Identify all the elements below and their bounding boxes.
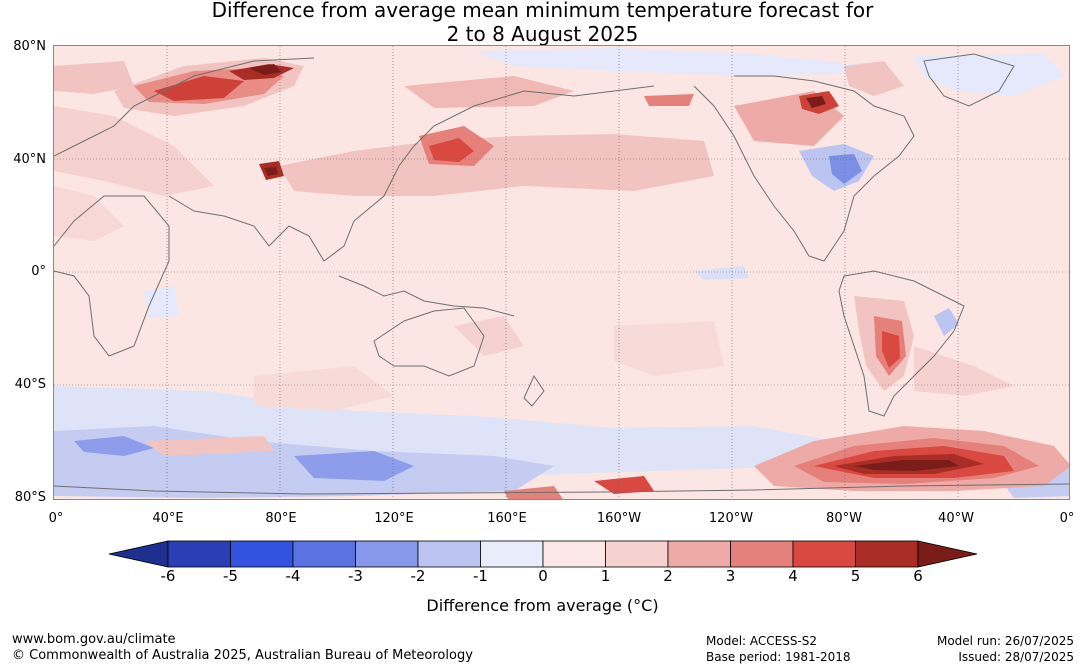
lon-label-40e: 40°E bbox=[152, 511, 184, 526]
lon-label-160e: 160°E bbox=[487, 511, 527, 526]
colorbar-tick-label: 4 bbox=[788, 567, 798, 585]
lon-label-120e: 120°E bbox=[374, 511, 414, 526]
lat-label-40s: 40°S bbox=[14, 377, 46, 392]
lat-label-40n: 40°N bbox=[13, 152, 46, 167]
anomaly-map bbox=[53, 45, 1070, 500]
footer-model-run: Model run: 26/07/2025 bbox=[936, 634, 1074, 648]
colorbar-tick-label: 6 bbox=[913, 567, 923, 585]
colorbar-extend-high bbox=[917, 540, 978, 568]
lat-label-80s: 80°S bbox=[14, 490, 46, 505]
lon-label-120w: 120°W bbox=[708, 511, 754, 526]
anomaly-map-canvas bbox=[54, 46, 1069, 499]
colorbar-swatch bbox=[792, 540, 856, 568]
lon-label-0: 0° bbox=[48, 511, 64, 526]
colorbar bbox=[108, 539, 978, 573]
colorbar-swatch bbox=[355, 540, 419, 568]
lon-label-160w: 160°W bbox=[596, 511, 642, 526]
colorbar-swatch bbox=[417, 540, 481, 568]
lon-label-0-right: 0° bbox=[1059, 511, 1075, 526]
colorbar-tick-label: 1 bbox=[600, 567, 611, 585]
map-title-line2: 2 to 8 August 2025 bbox=[446, 22, 639, 46]
footer-issued: Issued: 28/07/2025 bbox=[958, 650, 1074, 664]
colorbar-swatch bbox=[855, 540, 919, 568]
colorbar-tick-label: -3 bbox=[348, 567, 363, 585]
colorbar-swatch bbox=[542, 540, 606, 568]
colorbar-tick-label: -4 bbox=[285, 567, 301, 585]
colorbar-swatch bbox=[292, 540, 356, 568]
footer-model: Model: ACCESS-S2 bbox=[706, 634, 818, 648]
footer-copyright: © Commonwealth of Australia 2025, Austra… bbox=[12, 648, 473, 663]
colorbar-swatch bbox=[730, 540, 794, 568]
colorbar-swatch bbox=[667, 540, 731, 568]
colorbar-swatch bbox=[605, 540, 669, 568]
colorbar-swatches bbox=[108, 540, 978, 568]
footer-url: www.bom.gov.au/climate bbox=[12, 632, 176, 647]
colorbar-tick-label: 0 bbox=[538, 567, 548, 585]
map-title: Difference from average mean minimum tem… bbox=[0, 0, 1085, 46]
colorbar-tick-label: 2 bbox=[663, 567, 673, 585]
lon-label-80w: 80°W bbox=[826, 511, 862, 526]
lat-label-80n: 80°N bbox=[13, 39, 46, 54]
colorbar-title: Difference from average (°C) bbox=[426, 596, 659, 615]
colorbar-tick-label: -1 bbox=[473, 567, 488, 585]
map-title-line1: Difference from average mean minimum tem… bbox=[211, 0, 874, 22]
lon-label-40w: 40°W bbox=[938, 511, 974, 526]
lat-label-0: 0° bbox=[31, 264, 46, 279]
colorbar-tick-label: -6 bbox=[160, 567, 176, 585]
colorbar-extend-low bbox=[108, 540, 169, 568]
lon-label-80e: 80°E bbox=[265, 511, 297, 526]
footer-base-period: Base period: 1981-2018 bbox=[706, 650, 851, 664]
colorbar-swatch bbox=[480, 540, 544, 568]
colorbar-tick-label: -2 bbox=[410, 567, 426, 585]
colorbar-swatch bbox=[230, 540, 294, 568]
colorbar-swatch bbox=[167, 540, 231, 568]
colorbar-tick-label: -5 bbox=[223, 567, 238, 585]
colorbar-tick-label: 5 bbox=[850, 567, 861, 585]
colorbar-tick-label: 3 bbox=[725, 567, 736, 585]
